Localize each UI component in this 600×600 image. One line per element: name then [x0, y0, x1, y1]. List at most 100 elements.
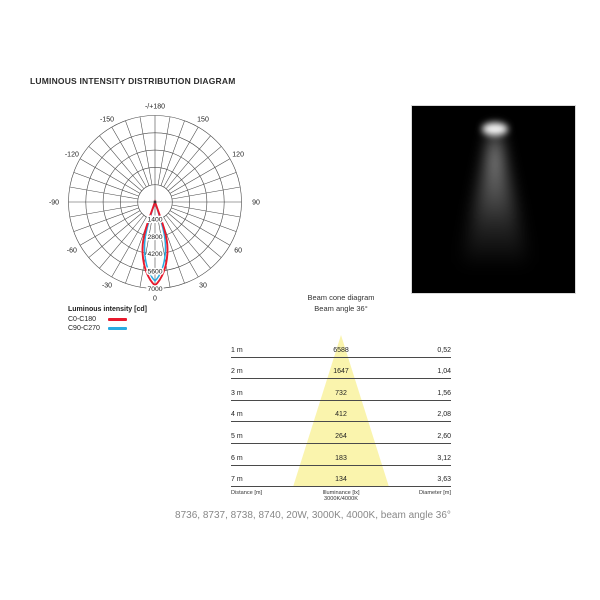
footer-distance-label: Distance [m]	[231, 489, 263, 496]
table-row: 6 m 183 3,12	[231, 444, 451, 466]
table-row: 4 m 412 2,08	[231, 401, 451, 423]
radial-tick-label: 5600	[147, 269, 162, 276]
footer-illuminance-label: Illuminance [lx] 3000K/4000K	[322, 489, 360, 503]
angle-tick-label: 30	[199, 283, 207, 290]
page-title: LUMINOUS INTENSITY DISTRIBUTION DIAGRAM	[30, 76, 236, 86]
angle-tick-label: 150	[197, 116, 209, 123]
diameter-cell: 2,08	[437, 411, 451, 419]
illuminance-cell: 264	[335, 432, 347, 440]
polar-spoke	[139, 218, 153, 288]
distance-cell: 7 m	[231, 476, 243, 484]
polar-spoke	[168, 146, 222, 192]
table-row: 3 m 732 1,56	[231, 379, 451, 401]
beam-photo-image	[412, 106, 575, 293]
angle-tick-label: -60	[67, 247, 77, 254]
table-row: 5 m 264 2,60	[231, 422, 451, 444]
legend-label: C0-C180	[68, 316, 97, 323]
radial-tick-label: 4200	[147, 251, 162, 258]
polar-spoke	[111, 216, 147, 278]
diameter-cell: 1,56	[437, 389, 451, 397]
polar-spoke	[88, 212, 142, 258]
angle-tick-label: -30	[102, 283, 112, 290]
beam-cone-heading: Beam cone diagram Beam angle 36°	[231, 293, 451, 314]
polar-spoke	[163, 216, 199, 278]
polar-spoke	[99, 215, 145, 269]
illuminance-cell: 183	[335, 454, 347, 462]
polar-spoke	[125, 120, 150, 186]
polar-spoke	[160, 120, 185, 186]
polar-spoke	[171, 204, 241, 218]
polar-spoke	[157, 116, 171, 186]
illuminance-cell: 134	[335, 476, 347, 484]
diameter-cell: 2,60	[437, 432, 451, 440]
product-caption: 8736, 8737, 8738, 8740, 20W, 3000K, 4000…	[175, 510, 451, 521]
beam-angle-subtitle: Beam angle 36°	[314, 303, 368, 313]
angle-tick-label: 0	[153, 295, 157, 302]
polar-spoke	[171, 172, 237, 197]
distance-cell: 4 m	[231, 411, 243, 419]
polar-spoke	[139, 116, 153, 186]
polar-spoke	[169, 158, 231, 194]
curve-c0-c180	[141, 199, 169, 287]
radial-tick-label: 2800	[147, 234, 162, 241]
table-row: 1 m 6588 0,52	[231, 336, 451, 358]
polar-intensity-chart: 1400 2800 4200 5600 7000 -/+180 -150 150 -120 120…	[49, 103, 260, 302]
polar-spoke	[79, 158, 141, 194]
beam-cone-table: 1 m 6588 0,52 2 m 1647 1,04 3 m 732 1,56 4 m 412 2,…	[231, 336, 451, 503]
polar-spoke	[169, 210, 231, 246]
legend-label: C90-C270	[68, 325, 100, 332]
polar-spoke	[171, 186, 241, 200]
polar-spoke	[163, 126, 199, 188]
polar-spoke	[168, 212, 222, 258]
c0-c180-line-swatch	[108, 318, 127, 321]
polar-spoke	[69, 186, 139, 200]
beam-cone-table-footer: Distance [m] Illuminance [lx] 3000K/4000…	[231, 487, 451, 503]
angle-tick-label: 90	[252, 199, 260, 206]
polar-spoke	[165, 215, 211, 269]
illuminance-cell: 6588	[333, 346, 349, 354]
polar-spoke	[99, 135, 145, 189]
beam-photo	[411, 105, 576, 294]
legend-item-c0-c180: C0-C180	[68, 315, 147, 324]
diameter-cell: 3,12	[437, 454, 451, 462]
distance-cell: 5 m	[231, 432, 243, 440]
table-row: 2 m 1647 1,04	[231, 358, 451, 380]
radial-tick-label: 1400	[147, 217, 162, 224]
distance-cell: 1 m	[231, 346, 243, 354]
angle-tick-label: -150	[100, 116, 114, 123]
illuminance-cell: 732	[335, 389, 347, 397]
angle-tick-label: 120	[232, 151, 244, 158]
angle-tick-label: 60	[234, 247, 242, 254]
curve-c90-c270	[143, 199, 167, 283]
polar-spoke	[73, 172, 139, 197]
angle-tick-label: -120	[65, 151, 79, 158]
beam-cone-title: Beam cone diagram	[307, 293, 375, 302]
polar-spoke	[171, 207, 237, 232]
diameter-cell: 1,04	[437, 368, 451, 376]
polar-center-dot	[153, 200, 157, 204]
radial-tick-label: 7000	[147, 286, 162, 293]
beam-cone-table-rows: 1 m 6588 0,52 2 m 1647 1,04 3 m 732 1,56 4 m 412 2,…	[231, 336, 451, 488]
legend-item-c90-c270: C90-C270	[68, 324, 147, 333]
polar-spoke	[111, 126, 147, 188]
illuminance-cell: 412	[335, 411, 347, 419]
legend-title: Luminous intensity [cd]	[68, 306, 147, 313]
illuminance-cell: 1647	[333, 368, 349, 376]
c90-c270-line-swatch	[108, 327, 127, 330]
diameter-cell: 0,52	[437, 346, 451, 354]
diameter-cell: 3,63	[437, 476, 451, 484]
polar-spoke	[69, 204, 139, 218]
distance-cell: 2 m	[231, 368, 243, 376]
polar-spoke	[157, 218, 171, 288]
polar-spoke	[88, 146, 142, 192]
footer-diameter-label: Diameter [m]	[418, 489, 451, 496]
polar-spoke	[73, 207, 139, 232]
angle-tick-label: -90	[49, 199, 59, 206]
chart-legend: Luminous intensity [cd] C0-C180 C90-C270	[68, 305, 147, 333]
polar-spoke	[79, 210, 141, 246]
distance-cell: 6 m	[231, 454, 243, 462]
table-row: 7 m 134 3,63	[231, 466, 451, 488]
polar-spoke	[165, 135, 211, 189]
distance-cell: 3 m	[231, 389, 243, 397]
